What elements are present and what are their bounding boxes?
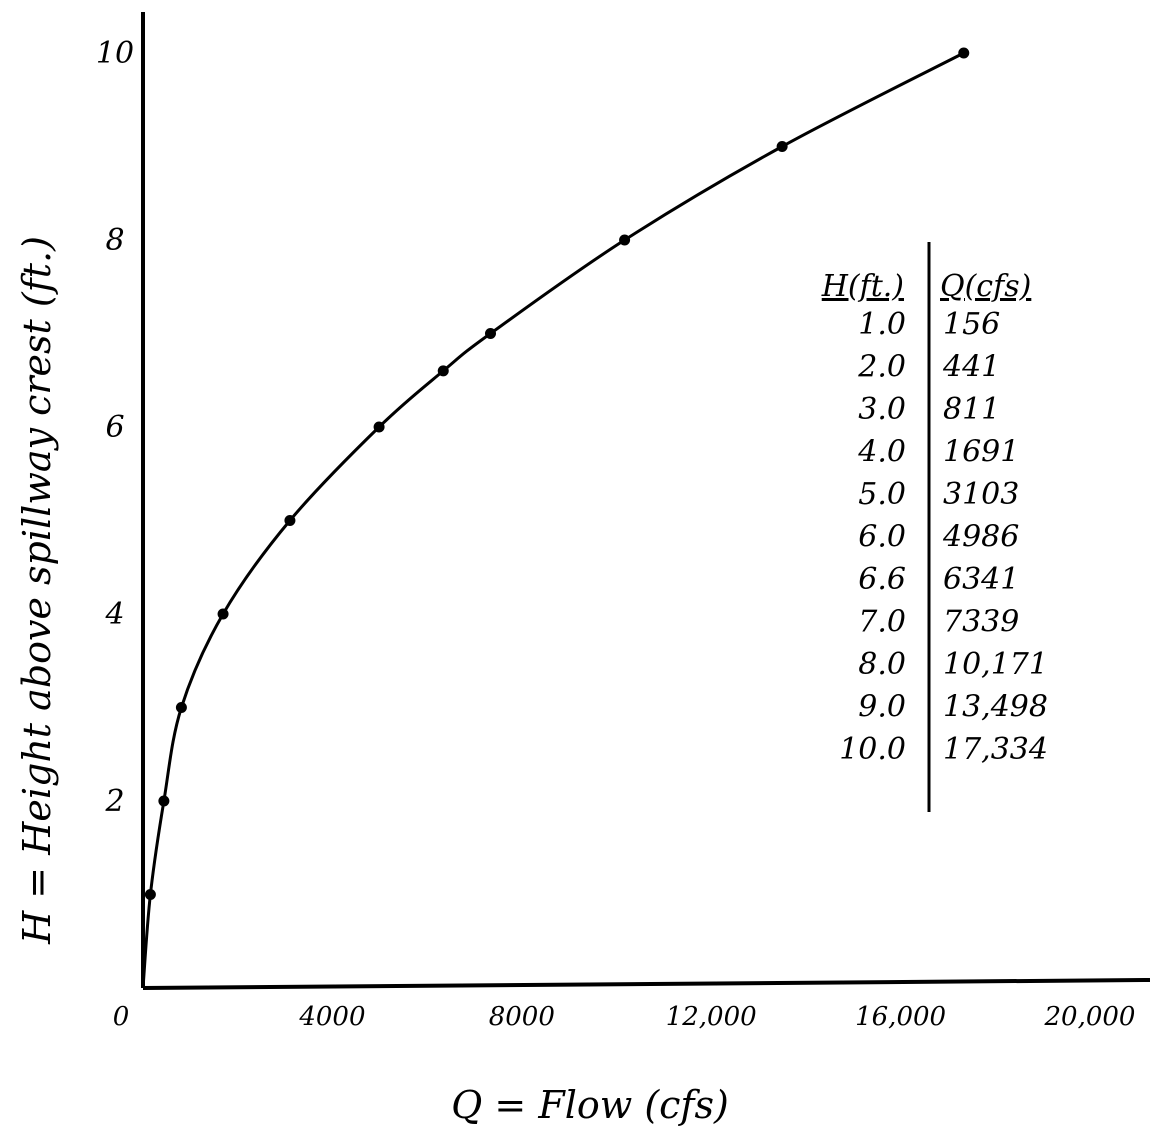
x-tick-labels: 0 4000 8000 12,000 16,000 20,000	[113, 1002, 1136, 1032]
table-header-h: H(ft.)	[821, 269, 904, 304]
data-point	[284, 515, 296, 526]
table-header-q: Q(cfs)	[940, 269, 1031, 304]
table-cell-q: 4986	[942, 520, 1019, 555]
table-cell-q: 17,334	[943, 732, 1048, 767]
table-cell-h: 7.0	[858, 605, 906, 640]
data-table: H(ft.) Q(cfs) 1.0 156 2.0 441 3.0 811 4.0 1691 5…	[821, 242, 1048, 812]
data-point	[485, 328, 497, 339]
x-tick-label: 4000	[298, 1002, 365, 1032]
data-point	[958, 47, 970, 59]
table-cell-q: 1691	[943, 435, 1019, 470]
data-point	[437, 365, 449, 377]
table-cell-q: 6341	[943, 562, 1019, 597]
x-tick-label: 16,000	[855, 1002, 946, 1032]
table-cell-h: 6.0	[858, 520, 906, 555]
data-point	[373, 421, 385, 433]
data-point	[158, 795, 170, 807]
x-tick-label: 12,000	[666, 1002, 757, 1032]
table-cell-h: 1.0	[858, 307, 906, 342]
series-line	[141, 51, 965, 989]
table-cell-q: 3103	[943, 477, 1019, 512]
data-point	[776, 141, 788, 152]
data-points	[144, 47, 970, 900]
table-cell-h: 10.0	[839, 732, 906, 767]
table-cell-q: 156	[943, 307, 1000, 342]
x-tick-label: 0	[113, 1002, 130, 1032]
table-cell-h: 9.0	[858, 690, 906, 725]
table-cell-q: 13,498	[943, 690, 1048, 725]
x-tick-label: 20,000	[1044, 1002, 1136, 1032]
table-cell-h: 5.0	[858, 477, 906, 512]
data-point	[619, 234, 631, 246]
data-point	[144, 889, 156, 900]
y-tick-labels: 2 4 6 8 10	[96, 36, 134, 819]
data-point	[217, 608, 229, 620]
x-axis-title: Q = Flow (cfs)	[451, 1083, 729, 1127]
x-axis-line	[142, 978, 1151, 990]
y-tick-label: 6	[105, 410, 124, 445]
x-tick-label: 8000	[489, 1002, 555, 1032]
table-cell-h: 2.0	[857, 350, 906, 385]
y-tick-label: 2	[104, 784, 124, 819]
y-tick-label: 10	[96, 36, 134, 71]
y-tick-label: 4	[104, 597, 124, 632]
table-cell-h: 6.6	[858, 562, 906, 597]
table-cell-q: 7339	[943, 605, 1019, 640]
table-rows: 1.0 156 2.0 441 3.0 811 4.0 1691 5.0 3103 6.0 4986 6…	[839, 307, 1048, 767]
data-point	[175, 702, 187, 713]
axes	[141, 12, 1151, 990]
table-cell-q: 811	[943, 392, 1000, 427]
table-cell-h: 8.0	[858, 647, 906, 682]
table-cell-q: 441	[942, 350, 1000, 385]
y-tick-label: 8	[105, 223, 124, 258]
y-axis-title: H = Height above spillway crest (ft.)	[15, 236, 59, 945]
table-cell-h: 4.0	[857, 435, 906, 470]
table-cell-h: 3.0	[858, 392, 906, 427]
table-cell-q: 10,171	[943, 647, 1048, 682]
